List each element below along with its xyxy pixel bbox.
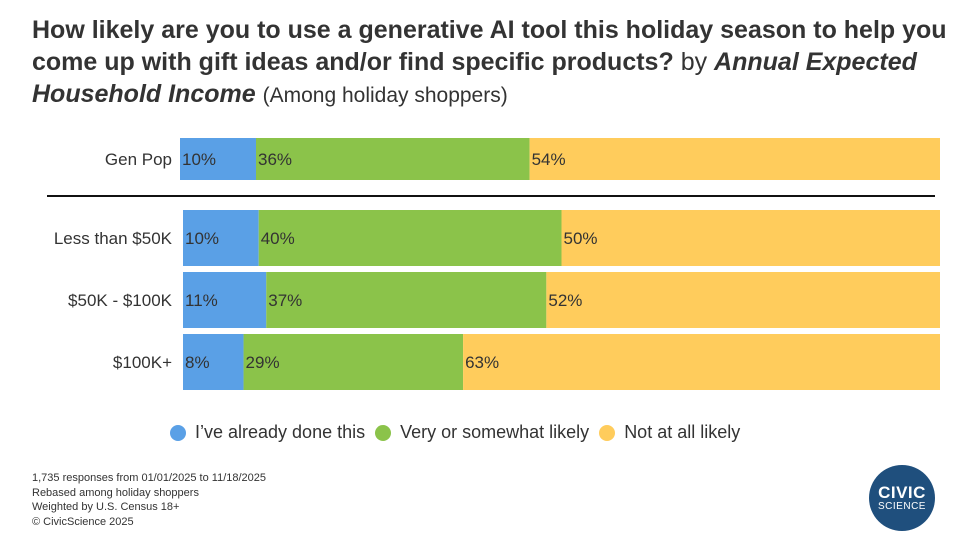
- logo-line2: SCIENCE: [878, 500, 926, 512]
- category-label-50k-100k: $50K - $100K: [68, 291, 173, 310]
- bar-100k-not-at-all-likely: [463, 334, 940, 390]
- bar-100k-i-ve-already-done-this: [183, 334, 244, 390]
- chart-title: How likely are you to use a generative A…: [32, 14, 957, 112]
- footnotes: 1,735 responses from 01/01/2025 to 11/18…: [32, 471, 266, 529]
- bar-50k-100k-not-at-all-likely: [546, 272, 940, 328]
- data-label-100k-very-or-somewhat-likely: 29%: [246, 353, 280, 372]
- footnote-weighted: Weighted by U.S. Census 18+: [32, 501, 180, 513]
- civicscience-logo: CIVIC SCIENCE: [869, 465, 935, 531]
- stacked-bar-chart: Gen Pop 10% 36% 54% Less than $50K 10% 40% 50% $…: [47, 138, 940, 390]
- footnote-copyright: © CivicScience 2025: [32, 515, 134, 528]
- bar-gen-pop-not-at-all-likely: [529, 138, 940, 180]
- legend-item-not-at-all-likely: Not at all likely: [599, 422, 740, 443]
- data-label-gen-pop-not-at-all-likely: 54%: [532, 150, 566, 169]
- legend-dot-icon: [375, 424, 392, 441]
- data-label-gen-pop-very-or-somewhat-likely: 36%: [258, 150, 292, 169]
- legend-label: Not at all likely: [624, 422, 741, 442]
- legend-label: Very or somewhat likely: [400, 422, 590, 442]
- bar-gen-pop-i-ve-already-done-this: [180, 138, 256, 180]
- title-subset: (Among holiday shoppers): [262, 84, 508, 107]
- footnote-responses: 1,735 responses from 01/01/2025 to 11/18…: [32, 472, 267, 484]
- data-label-100k-i-ve-already-done-this: 8%: [185, 353, 210, 372]
- legend-item-i-ve-already-done-this: I’ve already done this: [170, 422, 365, 443]
- bar-less-than-50k-i-ve-already-done-this: [183, 210, 259, 266]
- bar-50k-100k-very-or-somewhat-likely: [266, 272, 547, 328]
- bar-less-than-50k-not-at-all-likely: [561, 210, 940, 266]
- category-label-100k: $100K+: [113, 353, 172, 372]
- data-label-50k-100k-not-at-all-likely: 52%: [548, 291, 582, 310]
- data-label-50k-100k-very-or-somewhat-likely: 37%: [268, 291, 302, 310]
- category-label-less-than-50k: Less than $50K: [54, 229, 173, 248]
- bar-50k-100k-i-ve-already-done-this: [183, 272, 267, 328]
- title-by: by: [680, 48, 708, 76]
- bar-100k-very-or-somewhat-likely: [243, 334, 464, 390]
- footnote-rebased: Rebased among holiday shoppers: [32, 486, 199, 499]
- title-main: How likely are you to use a generative A…: [32, 16, 947, 76]
- bar-gen-pop-very-or-somewhat-likely: [256, 138, 530, 180]
- legend-dot-icon: [599, 424, 616, 441]
- data-label-50k-100k-i-ve-already-done-this: 11%: [185, 291, 218, 310]
- bar-less-than-50k-very-or-somewhat-likely: [258, 210, 562, 266]
- legend: I’ve already done this Very or somewhat l…: [170, 422, 750, 443]
- data-label-less-than-50k-i-ve-already-done-this: 10%: [185, 229, 219, 248]
- data-label-gen-pop-i-ve-already-done-this: 10%: [182, 150, 216, 169]
- title-dimension: Annual Expected Household Income: [32, 48, 917, 108]
- data-label-less-than-50k-very-or-somewhat-likely: 40%: [261, 229, 295, 248]
- legend-item-very-or-somewhat-likely: Very or somewhat likely: [375, 422, 589, 443]
- category-label-gen-pop: Gen Pop: [105, 150, 172, 169]
- logo-line1: CIVIC: [878, 482, 926, 502]
- legend-label: I’ve already done this: [195, 422, 366, 442]
- data-label-less-than-50k-not-at-all-likely: 50%: [564, 229, 598, 248]
- legend-dot-icon: [170, 424, 186, 441]
- data-label-100k-not-at-all-likely: 63%: [465, 353, 499, 372]
